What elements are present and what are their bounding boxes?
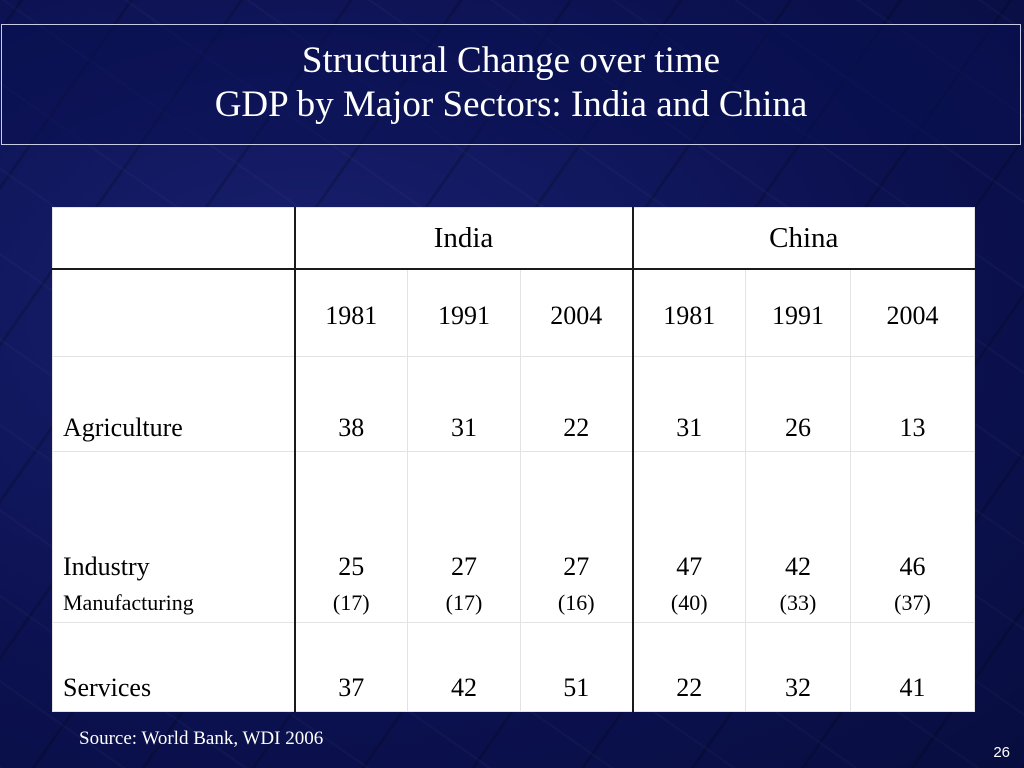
industry-value: 25 xyxy=(338,552,365,581)
value-cell: 47 (40) xyxy=(631,451,746,623)
manufacturing-value: (16) xyxy=(557,590,595,615)
value-cell: 25 (17) xyxy=(293,451,408,623)
header-empty-cell xyxy=(52,207,295,270)
source-note: Source: World Bank, WDI 2006 xyxy=(79,728,324,749)
manufacturing-value: (40) xyxy=(670,590,708,615)
value-cell: 46 (37) xyxy=(850,451,975,623)
industry-value: 27 xyxy=(563,552,590,581)
year-row: 1981 1991 2004 1981 1991 2004 xyxy=(52,268,975,357)
year-cell: 1981 xyxy=(631,268,746,357)
row-label-services: Services xyxy=(52,622,295,712)
gdp-sector-table: India China 1981 1991 2004 1981 1991 200… xyxy=(52,207,975,712)
year-cell: 2004 xyxy=(850,268,975,357)
value-cell: 37 xyxy=(293,622,408,712)
row-label-agriculture: Agriculture xyxy=(52,356,295,452)
value-cell: 22 xyxy=(631,622,746,712)
value-cell: 38 xyxy=(293,356,408,452)
row-label-industry: Industry xyxy=(63,552,150,581)
manufacturing-value: (17) xyxy=(445,590,483,615)
table-row-services: Services 37 42 51 22 32 41 xyxy=(52,622,975,712)
slide-subtitle: GDP by Major Sectors: India and China xyxy=(214,84,808,125)
value-cell: 31 xyxy=(631,356,746,452)
value-cell: 22 xyxy=(520,356,633,452)
manufacturing-value: (17) xyxy=(332,590,370,615)
value-cell: 32 xyxy=(745,622,851,712)
value-cell: 42 xyxy=(407,622,521,712)
year-cell: 1981 xyxy=(293,268,408,357)
industry-value: 47 xyxy=(676,552,703,581)
industry-value: 46 xyxy=(899,552,926,581)
value-cell: 27 (16) xyxy=(520,451,633,623)
manufacturing-value: (33) xyxy=(779,590,817,615)
year-cell: 1991 xyxy=(745,268,851,357)
header-india: India xyxy=(293,207,633,270)
value-cell: 26 xyxy=(745,356,851,452)
year-cell: 1991 xyxy=(407,268,521,357)
industry-value: 27 xyxy=(451,552,477,581)
slide-title: Structural Change over time xyxy=(301,40,721,81)
value-cell: 51 xyxy=(520,622,633,712)
value-cell: 41 xyxy=(850,622,975,712)
value-cell: 13 xyxy=(850,356,975,452)
manufacturing-value: (37) xyxy=(894,590,931,615)
slide-title-box: Structural Change over time GDP by Major… xyxy=(1,24,1021,145)
row-label-industry-cell: Industry Manufacturing xyxy=(52,451,295,623)
table-header-row: India China xyxy=(52,207,975,270)
table-row-industry: Industry Manufacturing 25 (17) 27 (17) 2… xyxy=(52,451,975,623)
industry-value: 42 xyxy=(785,552,811,581)
value-cell: 42 (33) xyxy=(745,451,851,623)
row-label-manufacturing: Manufacturing xyxy=(63,590,194,615)
value-cell: 27 (17) xyxy=(407,451,521,623)
value-cell: 31 xyxy=(407,356,521,452)
header-china: China xyxy=(631,207,975,270)
year-cell: 2004 xyxy=(520,268,633,357)
table-row-agriculture: Agriculture 38 31 22 31 26 13 xyxy=(52,356,975,452)
year-label-cell xyxy=(52,268,295,357)
page-number: 26 xyxy=(993,744,1010,761)
